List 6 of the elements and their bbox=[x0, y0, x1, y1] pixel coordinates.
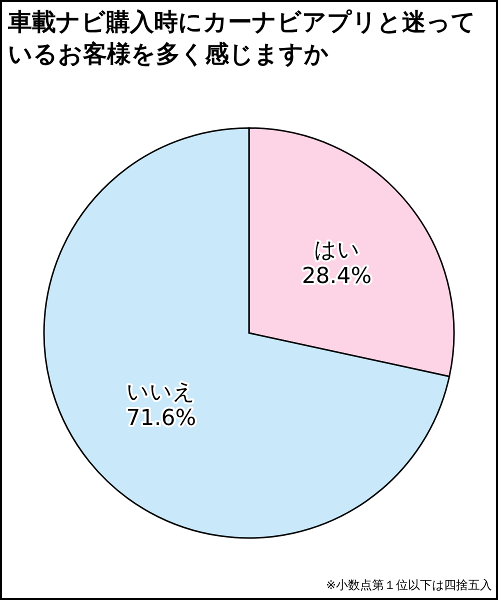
data-label: 71.6% bbox=[126, 406, 196, 431]
data-label: 28.4% bbox=[302, 264, 372, 290]
chart-title: 車載ナビ購入時にカーナビアプリと迷っているお客様を多く感じますか bbox=[8, 7, 477, 70]
slice-label: はい bbox=[314, 238, 360, 264]
text: ※小数点第１位以下は四捨五入 bbox=[326, 577, 492, 594]
slice-label: いいえ bbox=[126, 380, 196, 405]
